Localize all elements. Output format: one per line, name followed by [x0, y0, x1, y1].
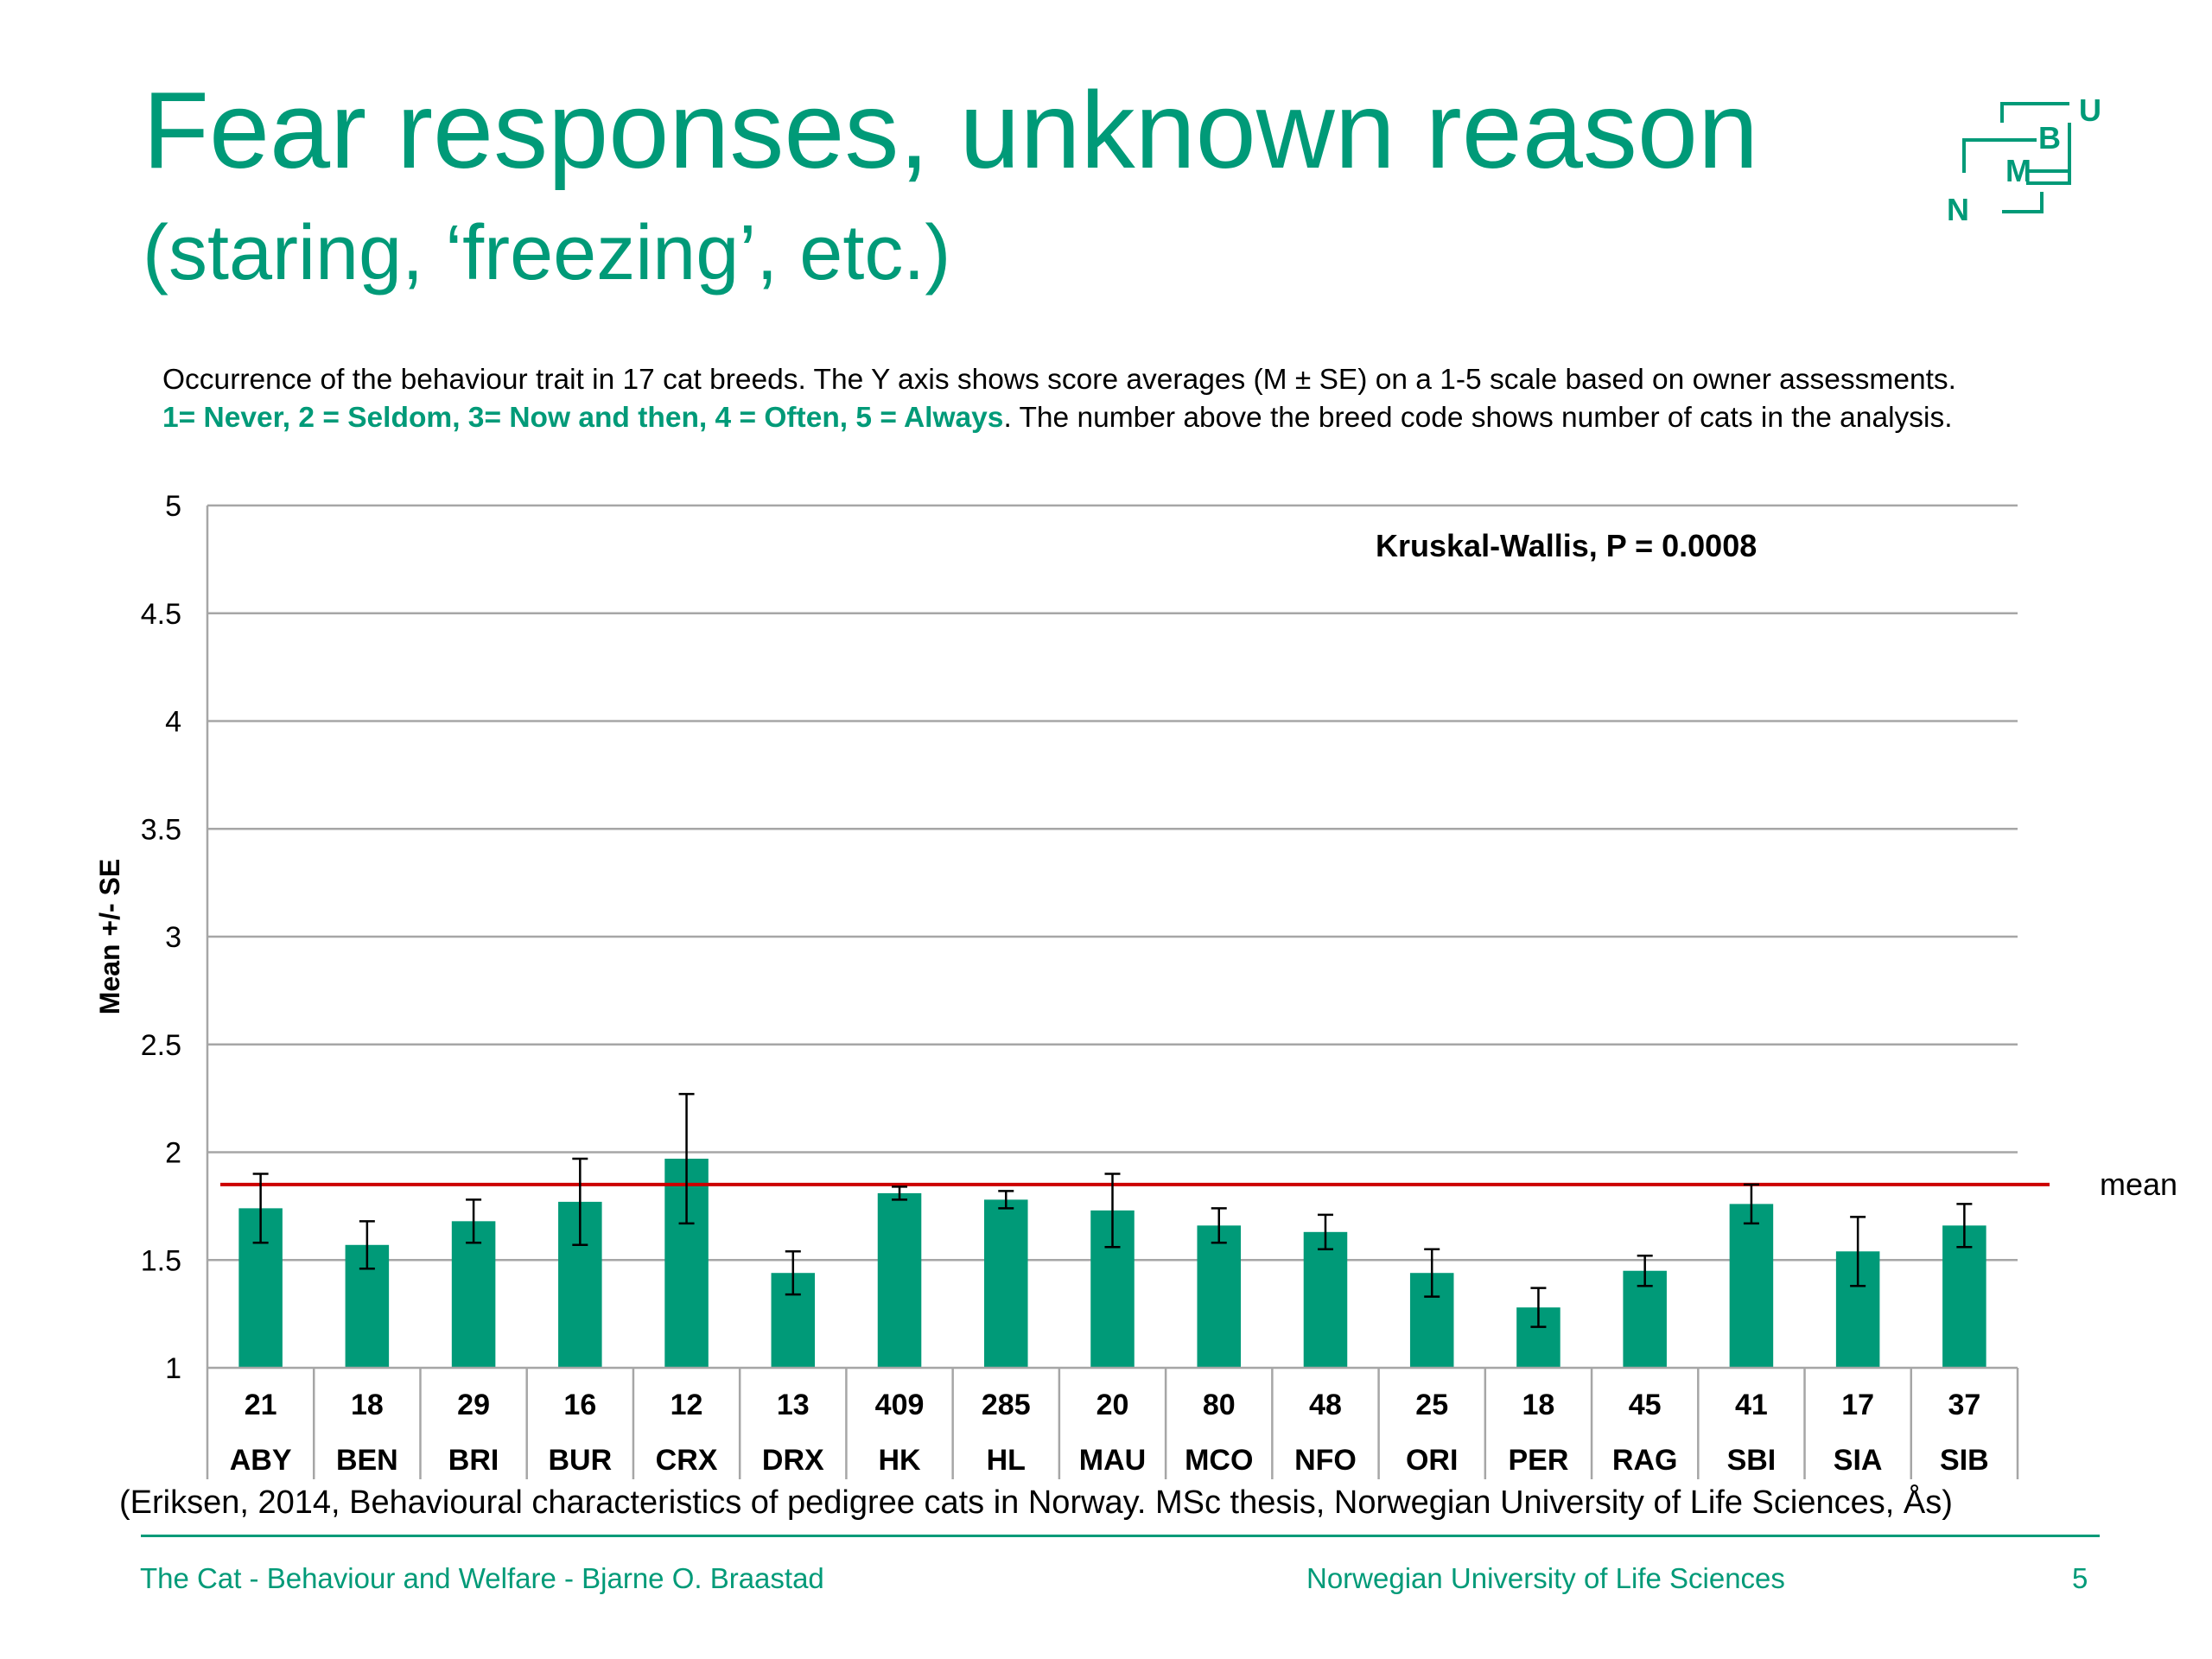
bar-mco	[1197, 1225, 1241, 1368]
logo-letter: N	[1947, 192, 1969, 227]
count-label: 45	[1629, 1389, 1662, 1421]
bar-bri	[451, 1221, 496, 1368]
y-tick-label: 1.5	[141, 1244, 181, 1277]
category-label: SBI	[1727, 1444, 1777, 1477]
bar-hk	[877, 1192, 922, 1368]
page-number: 5	[2072, 1562, 2088, 1594]
category-label: PER	[1508, 1444, 1568, 1477]
bar-sbi	[1729, 1204, 1774, 1368]
category-label: CRX	[656, 1444, 718, 1477]
slide-title: Fear responses, unknown reason	[143, 69, 1759, 191]
count-label: 18	[1522, 1389, 1555, 1421]
count-label: 48	[1309, 1389, 1342, 1421]
count-label: 41	[1735, 1389, 1768, 1421]
count-label: 18	[351, 1389, 384, 1421]
nmbu-logo: U B M N	[1947, 92, 2101, 227]
footer-left-text: The Cat - Behaviour and Welfare - Bjarne…	[140, 1562, 824, 1594]
bar-hl	[984, 1199, 1028, 1368]
category-label: ABY	[230, 1444, 292, 1477]
count-label: 16	[563, 1389, 596, 1421]
category-label: HK	[878, 1444, 921, 1477]
kruskal-wallis-annotation: Kruskal-Wallis, P = 0.0008	[1376, 528, 1757, 563]
count-label: 409	[875, 1389, 925, 1421]
mean-line-label: mean	[2100, 1166, 2177, 1202]
category-label: BRI	[448, 1444, 499, 1477]
y-tick-label: 4.5	[141, 598, 181, 631]
category-label: ORI	[1406, 1444, 1458, 1477]
category-label: BUR	[548, 1444, 612, 1477]
category-label: SIA	[1834, 1444, 1883, 1477]
y-tick-label: 5	[165, 490, 181, 523]
bar-sib	[1942, 1225, 1986, 1368]
count-label: 25	[1415, 1389, 1448, 1421]
y-tick-label: 3	[165, 921, 181, 954]
category-label: MCO	[1185, 1444, 1253, 1477]
logo-letter: U	[2079, 92, 2101, 128]
count-label: 20	[1096, 1389, 1129, 1421]
y-tick-label: 4	[165, 706, 181, 739]
category-label: NFO	[1294, 1444, 1357, 1477]
bar-nfo	[1303, 1231, 1348, 1368]
y-axis-title: Mean +/- SE	[94, 859, 125, 1015]
count-label: 37	[1948, 1389, 1980, 1421]
footer-divider	[141, 1535, 2100, 1537]
slide-subtitle: (staring, ‘freezing’, etc.)	[143, 210, 951, 296]
count-label: 12	[671, 1389, 703, 1421]
category-label: BEN	[336, 1444, 398, 1477]
y-tick-label: 1	[165, 1352, 181, 1385]
category-label: SIB	[1940, 1444, 1989, 1477]
category-label: MAU	[1079, 1444, 1146, 1477]
y-tick-label: 2.5	[141, 1029, 181, 1062]
description-line1: Occurrence of the behaviour trait in 17 …	[162, 364, 1956, 396]
count-label: 13	[777, 1389, 810, 1421]
y-tick-label: 2	[165, 1137, 181, 1170]
logo-letter: M	[2005, 153, 2031, 188]
count-label: 80	[1203, 1389, 1236, 1421]
logo-letter: B	[2038, 120, 2061, 156]
category-label: RAG	[1612, 1444, 1678, 1477]
footer-center-text: Norwegian University of Life Sciences	[1306, 1562, 1785, 1594]
category-label: HL	[987, 1444, 1026, 1477]
chart-description: Occurrence of the behaviour trait in 17 …	[162, 361, 2115, 437]
count-label: 285	[982, 1389, 1031, 1421]
count-label: 17	[1841, 1389, 1874, 1421]
description-rest: . The number above the breed code shows …	[1003, 402, 1953, 434]
count-label: 29	[457, 1389, 490, 1421]
y-tick-label: 3.5	[141, 813, 181, 846]
citation: (Eriksen, 2014, Behavioural characterist…	[119, 1484, 1953, 1521]
category-label: DRX	[762, 1444, 824, 1477]
count-label: 21	[245, 1389, 277, 1421]
description-scale: 1= Never, 2 = Seldom, 3= Now and then, 4…	[162, 402, 1004, 434]
